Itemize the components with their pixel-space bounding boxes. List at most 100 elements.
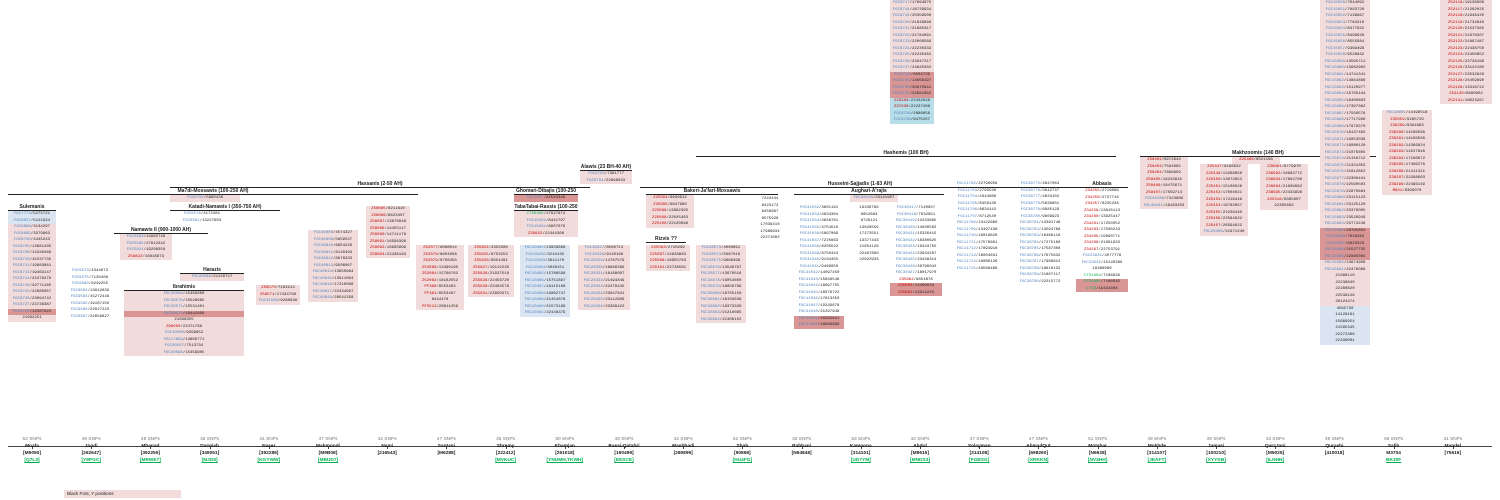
- axis-tick: [860, 446, 862, 449]
- snp-cell: Z52127/23532829: [1440, 71, 1492, 78]
- lineage-snps: 44 SNPs: [259, 437, 279, 442]
- lineage-code: [M8615]: [911, 451, 929, 456]
- snp-cell: 21654126: [859, 245, 879, 249]
- lineage-snps: 47 SNPs: [1028, 437, 1048, 442]
- snp-cell: FGC38789/21807117: [1019, 273, 1061, 277]
- lineage-code: [222412]: [495, 451, 516, 456]
- snp-cell: FGC38782/13594768: [1019, 227, 1061, 232]
- snp-cell: Z58092/18995899: [366, 245, 410, 252]
- snp-cell: FGC15657/9369499: [1320, 45, 1370, 52]
- snp-cell: FGC15691/22476066: [1320, 266, 1370, 273]
- snp-cell: FGC8719/20359500: [890, 13, 934, 20]
- snp-cell: FGC9584/15272449: [70, 295, 110, 299]
- lineage-label: 43 SNPs QaraJani [M5025] [ILNHN]: [1253, 436, 1297, 464]
- snp-cell: Z52123/22438750: [1440, 45, 1492, 52]
- snp-cell: FGC38790/22215772: [1019, 279, 1061, 284]
- lineage-code: [392289]: [259, 451, 279, 456]
- snp-cell: FGC8720/21848899: [890, 19, 934, 26]
- lineage-label: 49 SNPs Mokhde [314107] [JEAFT]: [1135, 436, 1179, 464]
- snp-cell: FGC15685/28795852: [1320, 227, 1370, 234]
- axis-tick: [1275, 446, 1277, 449]
- lineage-code: [75516]: [1444, 451, 1462, 456]
- lineage-label: 42 SNPs Abdul [M8615] [MNDS3]: [898, 436, 942, 464]
- lineage-code: [155666]: [1490, 450, 1500, 457]
- axis-tick: [32, 446, 33, 449]
- lineage-name: Nami: [381, 444, 394, 449]
- lineage-label: 47 SNPs Mahmoodi [M9B08] [MBUD7]: [306, 436, 350, 464]
- snp-cell: 22922933: [859, 258, 879, 262]
- snp-cell: Z58571/17434798: [256, 291, 300, 298]
- snp-cell: 22272306: [1320, 331, 1370, 338]
- lineage-label: 39 SNPs Qurashi [410018]: [1312, 436, 1356, 457]
- snp-cell: FGC28329/14787579: [578, 258, 630, 265]
- snp-cell: FGC11704/4344088: [957, 195, 997, 199]
- legend: Black Font, Y positions: [64, 490, 181, 498]
- snp-cell: 8444478: [416, 297, 464, 304]
- snp-cell: FGC41038/8205522: [799, 245, 839, 249]
- snp-cell: Z36291/14199566: [1382, 136, 1432, 143]
- snp-cell: Z36293/14527846: [1382, 149, 1432, 156]
- snp-cell: Z58404/7898959: [1140, 170, 1188, 177]
- snp-cell: Z58093/22438183: [366, 251, 410, 258]
- axis-tick: [683, 446, 685, 449]
- snp-cell: Z34261/17250052: [1083, 221, 1120, 226]
- snp-cell: FGC9585/19187150: [70, 301, 110, 306]
- snp-cell: Z52078/8604058: [416, 251, 464, 258]
- snp-cell: Z52128/24459690: [1440, 78, 1492, 85]
- axis-tick: [1452, 446, 1454, 449]
- snp-cell: Z29822/22444308: [514, 230, 578, 237]
- lineage-snps: 43 SNPs: [1265, 437, 1285, 442]
- snp-cell: FGC10483/3911170: [520, 258, 570, 265]
- lineage-hap: [Q7L3]: [24, 458, 40, 463]
- lineage-label: 50 SNPs Khamjan [261018] [YNUMH,TKWH]: [543, 436, 587, 464]
- snp-cell: FGC40815/13511804: [308, 275, 358, 282]
- snp-cell: Z58405/16243645: [1140, 176, 1188, 183]
- lineage-name: QaraJani: [1264, 444, 1286, 449]
- lineage-code: M3704: [1386, 451, 1401, 456]
- snp-cell: FGC41046/17613350: [798, 297, 840, 301]
- snp-cell: FGC30420/14030563: [895, 225, 937, 230]
- snp-cell: FGC40816/17210068: [308, 282, 358, 289]
- snp-cell: FGC15666/17397062: [1320, 104, 1370, 111]
- snp-cell: Z36298/22496149: [1382, 181, 1432, 188]
- axis-tick: [742, 446, 744, 449]
- snp-cell: 19386086: [1092, 267, 1112, 271]
- snp-cell: 9575928: [761, 216, 779, 221]
- snp-cell: 22487890: [859, 251, 879, 256]
- snp-cell: 8729121: [860, 219, 878, 223]
- snp-cell: Z55825/8753253: [468, 251, 514, 258]
- snp-cell: FGC8717/17694975: [890, 0, 934, 7]
- snp-cell: FGC15664/15765444: [1320, 91, 1370, 98]
- snp-cell: FGC10482/3244135: [520, 251, 570, 258]
- lineage-name: Mahmoodi: [316, 444, 340, 449]
- snp-cell: FGC15660/13662902: [1320, 65, 1370, 72]
- snp-cell: 7224444: [761, 197, 779, 201]
- snp-cell: FGC15679/22870684: [1320, 188, 1370, 195]
- axis-tick: [1156, 446, 1158, 449]
- snp-cell: Z34267/22753791: [1083, 247, 1120, 252]
- snp-cell: PF381/9553467: [416, 290, 464, 297]
- snp-cell: FGC28336/23389422: [578, 303, 630, 310]
- snp-cell: FGC38584/21309152: [696, 316, 746, 323]
- lineage-label: 49 SNPs Joodi [262647] [Y9PGC]: [69, 436, 113, 464]
- lineage-hap: [NV3HH]: [1087, 458, 1108, 463]
- snp-cell: FGC28328/9120196: [578, 251, 630, 258]
- snp-cell: FGC15688/21527735: [1320, 247, 1370, 254]
- snp-cell: Z34255/2719089: [1085, 189, 1119, 193]
- snp-cell: Z36695/22433998: [1260, 190, 1308, 197]
- snp-cell: FGC41045/16676722: [798, 290, 840, 295]
- snp-cell: FGC15675/21321053: [1320, 162, 1370, 169]
- lineage-name: Motahar: [1088, 444, 1107, 449]
- lineage-hap: [MVKUC]: [495, 458, 516, 463]
- snp-cell: FGC38579/16859786: [696, 284, 746, 291]
- snp-cell: FGC15682/23378005: [1320, 208, 1370, 215]
- lineage-name: Abdul: [913, 444, 927, 449]
- snp-cell: 17273551: [859, 232, 879, 236]
- snp-cell: FGC40181/18183203: [1140, 202, 1188, 209]
- snp-cell: FGC38781/13391748: [1019, 221, 1061, 225]
- snp-cell: 21595345: [1320, 325, 1370, 332]
- lineage-snps: 30 SNPs: [1490, 436, 1500, 443]
- lineage-label: 42 SNPs Mashhadi [280899]: [661, 436, 705, 457]
- snp-cell: Z52125/22726196: [1440, 58, 1492, 65]
- snp-cell: Z52121/21876307: [1440, 32, 1492, 39]
